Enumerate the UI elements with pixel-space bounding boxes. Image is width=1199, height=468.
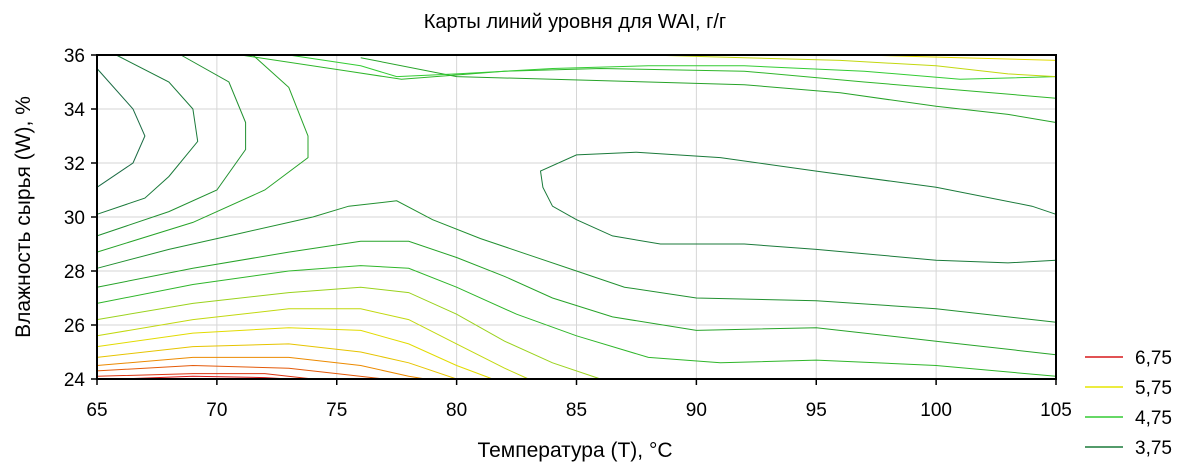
contour-line [96,240,1057,356]
contour-line [288,54,1057,80]
x-tick-label: 85 [566,400,587,421]
contour-line [96,308,529,380]
legend-label: 5,75 [1135,378,1172,399]
contour-line [96,200,1057,323]
contour-line [539,151,1057,264]
x-axis-ticks: 65 70 75 80 85 90 95 100 105 [86,379,1072,421]
x-tick-label: 95 [806,400,827,421]
x-axis-label: Температура (T), °C [477,439,672,462]
x-tick-label: 90 [686,400,707,421]
x-tick-label: 75 [326,400,347,421]
y-tick-label: 32 [64,154,85,175]
y-tick-label: 30 [64,208,85,229]
legend-label: 4,75 [1135,408,1172,429]
contour-lines [96,54,1057,380]
contour-line [96,286,601,380]
contour-line [96,343,469,380]
chart-title: Карты линий уровня для WAI, г/г [424,11,726,33]
contour-line [96,364,385,380]
contour-line [96,265,1057,377]
x-tick-label: 65 [86,400,107,421]
y-axis-ticks: 24 26 28 30 32 34 36 [64,46,97,391]
legend: 6,75 5,75 4,75 3,75 [1085,348,1172,459]
contour-line [648,54,1057,78]
x-tick-label: 100 [920,400,952,421]
contour-line [96,54,199,215]
y-tick-label: 28 [64,262,85,283]
contour-line [96,54,309,253]
x-tick-label: 70 [206,400,227,421]
x-tick-label: 105 [1040,400,1072,421]
contour-line [240,54,1057,99]
contour-line [96,68,146,188]
contour-line [96,54,247,237]
y-tick-label: 26 [64,316,85,337]
contour-line [96,356,426,380]
legend-label: 3,75 [1135,438,1172,459]
contour-line [96,327,493,380]
legend-label: 6,75 [1135,348,1172,369]
y-tick-label: 36 [64,46,85,67]
contour-line [360,57,1057,123]
y-tick-label: 34 [64,100,86,121]
y-tick-label: 24 [64,370,86,391]
x-tick-label: 80 [446,400,467,421]
y-axis-label: Влажность сырья (W), % [12,96,35,338]
